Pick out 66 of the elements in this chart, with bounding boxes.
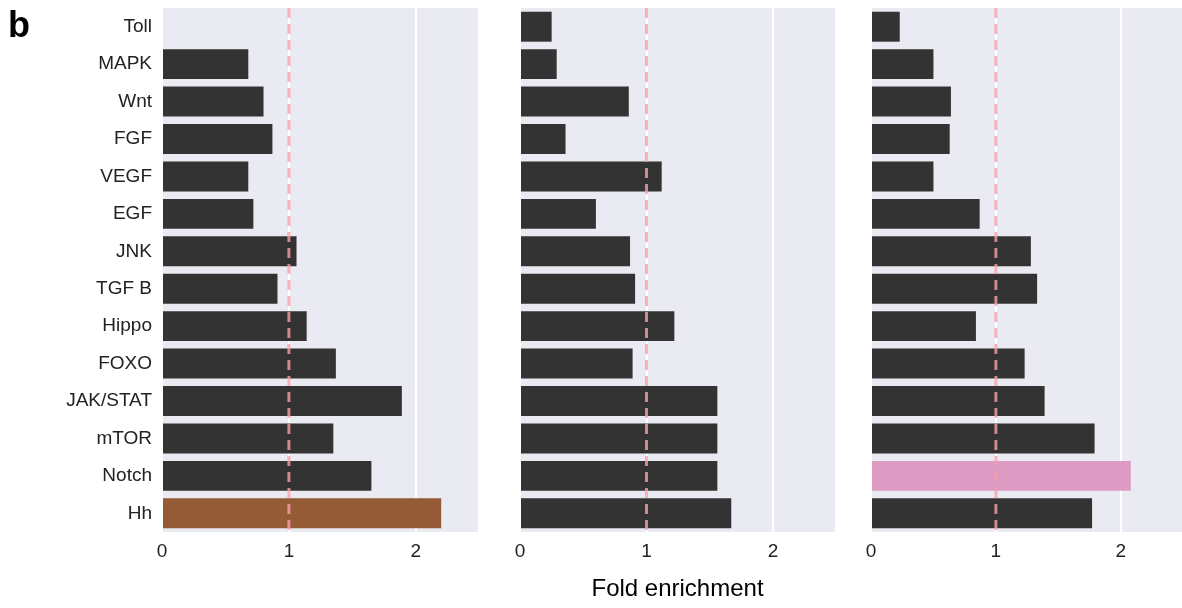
bar (163, 198, 254, 229)
bar (163, 273, 278, 304)
bar (163, 236, 297, 267)
y-tick-label: Hippo (102, 314, 152, 336)
bar (521, 423, 718, 454)
bar (872, 460, 1131, 491)
bar (521, 348, 633, 379)
bar (872, 423, 1095, 454)
bar (521, 236, 631, 267)
bar (521, 198, 596, 229)
y-tick-label: Notch (102, 464, 152, 486)
x-tick-label: 0 (514, 539, 526, 561)
y-tick-label: FOXO (98, 351, 152, 373)
y-tick-label: VEGF (100, 164, 152, 186)
bar (872, 386, 1045, 416)
bar (872, 198, 980, 229)
x-tick-label: 1 (990, 539, 1002, 561)
bar (872, 124, 950, 154)
bar (163, 86, 264, 117)
bar (521, 311, 675, 342)
bar (872, 498, 1093, 529)
bar (521, 498, 732, 529)
bar (163, 124, 273, 154)
x-tick-label: 0 (156, 539, 168, 561)
bar (521, 49, 557, 80)
y-tick-label: FGF (114, 127, 152, 149)
y-tick-label: Toll (123, 14, 152, 36)
bar (521, 161, 662, 192)
bar (872, 273, 1038, 304)
bar (872, 348, 1025, 379)
bar (163, 386, 402, 416)
bar (163, 423, 334, 454)
x-tick-label: 2 (767, 539, 779, 561)
y-tick-label: MAPK (98, 52, 153, 74)
y-tick-label: JNK (116, 239, 153, 261)
x-tick-label: 0 (865, 539, 877, 561)
bar (872, 49, 934, 80)
x-tick-label: 2 (410, 539, 422, 561)
y-tick-label: Wnt (118, 89, 153, 111)
bar (521, 11, 552, 42)
bar (163, 460, 372, 491)
y-tick-label: Hh (127, 501, 152, 523)
bar (163, 49, 249, 80)
bar (521, 124, 566, 154)
y-tick-label: mTOR (96, 426, 152, 448)
x-axis-title: Fold enrichment (591, 574, 764, 602)
y-tick-label: EGF (112, 202, 152, 224)
x-tick-label: 2 (1115, 539, 1127, 561)
bar (872, 311, 976, 342)
bar (872, 161, 934, 192)
bar (521, 386, 718, 416)
y-tick-label: TGF B (96, 276, 152, 298)
bar (163, 311, 307, 342)
bar (163, 348, 336, 379)
bar (163, 498, 442, 529)
bar (872, 236, 1031, 267)
bar (521, 86, 629, 117)
x-tick-label: 1 (641, 539, 652, 561)
x-tick-label: 1 (283, 539, 295, 561)
y-tick-label: JAK/STAT (66, 389, 153, 411)
bar (872, 86, 951, 117)
bar (163, 161, 249, 192)
bar (872, 11, 900, 42)
bar (521, 460, 718, 491)
text: b (8, 4, 30, 46)
bar (521, 273, 636, 304)
